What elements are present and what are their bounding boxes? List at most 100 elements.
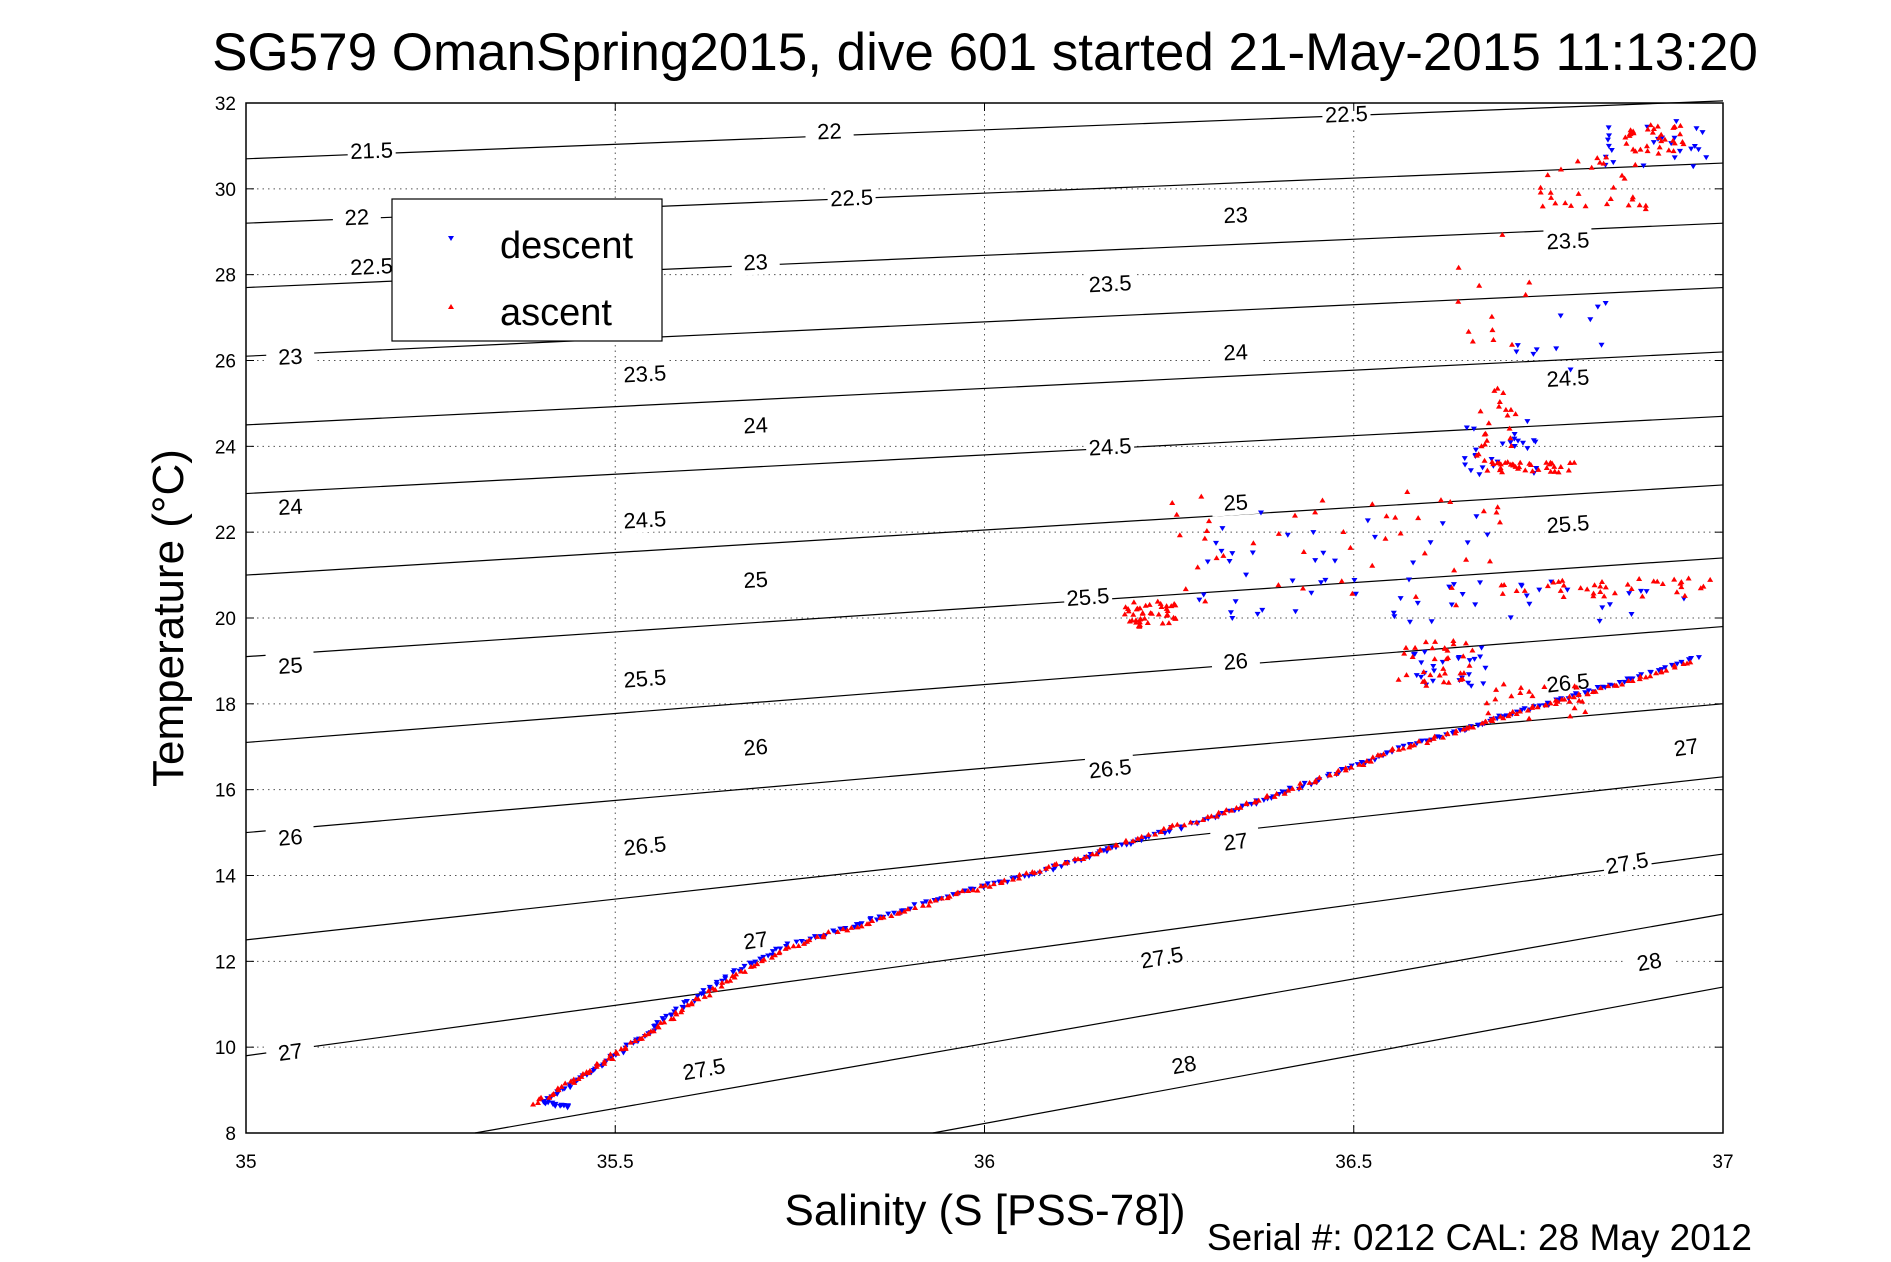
descent-marker: [837, 926, 844, 932]
serial-cal-footer: Serial #: 0212 CAL: 28 May 2012: [1207, 1217, 1752, 1258]
ascent-marker: [1146, 601, 1153, 607]
descent-marker: [885, 911, 892, 917]
ascent-marker: [1469, 647, 1476, 653]
ascent-marker: [1650, 125, 1657, 131]
ascent-marker: [1289, 785, 1296, 791]
ascent-marker: [1488, 313, 1495, 319]
descent-marker: [1650, 140, 1657, 146]
ascent-marker: [1444, 647, 1451, 653]
ascent-marker: [896, 909, 903, 915]
descent-marker: [1553, 346, 1560, 352]
ascent-marker: [1136, 619, 1143, 625]
ascent-marker: [583, 1069, 590, 1075]
ascent-marker: [1023, 870, 1030, 876]
ascent-marker: [1547, 700, 1554, 706]
ascent-marker: [1654, 123, 1661, 129]
descent-marker: [1320, 550, 1327, 556]
ascent-marker: [1194, 564, 1201, 570]
ascent-marker: [1271, 793, 1278, 799]
ascent-marker: [1356, 761, 1363, 767]
ascent-marker: [1173, 511, 1180, 517]
descent-marker: [1695, 147, 1702, 153]
ascent-marker: [1453, 602, 1460, 608]
descent-marker: [1671, 135, 1678, 141]
ascent-marker: [1441, 645, 1448, 651]
ascent-marker: [761, 956, 768, 962]
contour-line: [245, 286, 1724, 357]
ascent-marker: [1623, 140, 1630, 146]
ascent-marker: [1494, 504, 1501, 510]
ascent-marker: [1656, 134, 1663, 140]
ascent-marker: [1508, 693, 1515, 699]
descent-marker: [793, 939, 800, 945]
ascent-marker: [1500, 390, 1507, 396]
descent-marker: [1605, 143, 1612, 149]
contour-label-bg: [1601, 845, 1653, 880]
contour-label: 24.5: [1088, 433, 1132, 461]
ascent-marker: [1526, 688, 1533, 694]
ascent-marker: [1172, 602, 1179, 608]
descent-marker: [1478, 645, 1485, 651]
ascent-marker: [1440, 665, 1447, 671]
ascent-marker: [1432, 638, 1439, 644]
ascent-marker: [1492, 696, 1499, 702]
ascent-marker: [1200, 816, 1207, 822]
ascent-marker: [1678, 579, 1685, 585]
ascent-marker: [1642, 202, 1649, 208]
ascent-marker: [880, 914, 887, 920]
ascent-marker: [1512, 411, 1519, 417]
ascent-marker: [1649, 129, 1656, 135]
ascent-marker: [538, 1094, 545, 1100]
ascent-marker: [1490, 336, 1497, 342]
descent-marker: [663, 1013, 670, 1019]
descent-marker: [1338, 767, 1345, 773]
descent-marker: [1621, 679, 1628, 685]
descent-marker: [772, 946, 779, 952]
descent-marker: [1232, 599, 1239, 605]
ascent-marker: [1281, 790, 1288, 796]
ascent-marker: [1016, 871, 1023, 877]
ascent-marker: [1134, 835, 1141, 841]
ascent-marker: [1126, 618, 1133, 624]
ascent-marker: [1093, 851, 1100, 857]
contour-label: 27: [742, 926, 770, 954]
ascent-marker: [1250, 540, 1257, 546]
descent-marker: [1604, 137, 1611, 143]
contour-label-bg: [265, 650, 316, 680]
descent-marker: [1480, 681, 1487, 687]
ascent-marker: [1367, 758, 1374, 764]
descent-marker: [1390, 610, 1397, 616]
descent-marker: [757, 956, 764, 962]
ascent-marker: [1700, 583, 1707, 589]
descent-marker: [1643, 589, 1650, 595]
descent-marker: [1519, 440, 1526, 446]
ascent-marker: [1524, 707, 1531, 713]
ascent-marker: [1513, 588, 1520, 594]
descent-marker: [567, 1085, 574, 1091]
contour-label-bg: [1210, 487, 1261, 517]
descent-marker: [1471, 656, 1478, 662]
contour-label: 26: [742, 734, 769, 761]
ascent-marker: [1409, 653, 1416, 659]
descent-marker: [1567, 367, 1574, 373]
ascent-marker: [1445, 679, 1452, 685]
descent-marker: [1446, 584, 1453, 590]
contour-label: 25.5: [623, 664, 668, 692]
descent-marker: [1610, 160, 1617, 166]
contour-label: 23.5: [1546, 227, 1590, 254]
ascent-marker: [927, 898, 934, 904]
descent-marker: [654, 1020, 661, 1026]
ascent-marker: [1494, 460, 1501, 466]
ascent-marker: [919, 902, 926, 908]
descent-marker: [566, 1082, 573, 1088]
ascent-marker: [1495, 403, 1502, 409]
ascent-marker: [1316, 774, 1323, 780]
descent-marker: [1213, 540, 1220, 546]
ascent-marker: [1412, 644, 1419, 650]
ascent-marker: [1665, 147, 1672, 153]
ascent-marker: [1122, 837, 1129, 843]
ascent-marker: [1215, 809, 1222, 815]
contour-line: [245, 351, 1724, 426]
ascent-marker: [1625, 677, 1632, 683]
ascent-marker: [1508, 442, 1515, 448]
